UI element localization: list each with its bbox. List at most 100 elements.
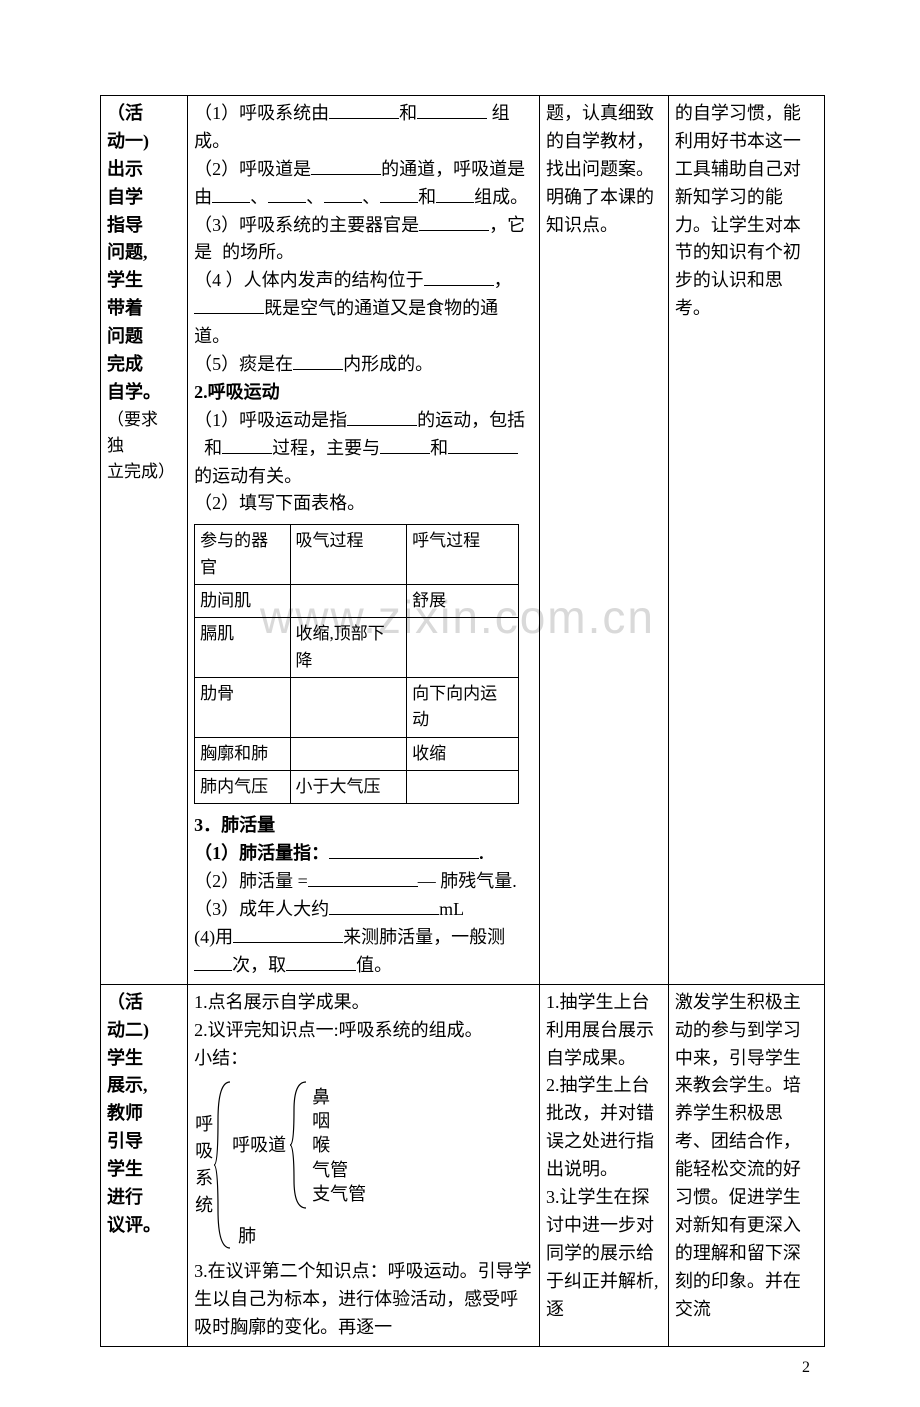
t: 引导 <box>107 1131 143 1151</box>
cell: 呼气过程 <box>407 525 519 585</box>
t: 3．肺活量 <box>194 812 533 840</box>
row1-col4: 的自学习惯，能利用好书本这一工具辅助自己对新知学习的能力。让学生对本节的知识有个… <box>668 96 824 985</box>
blank <box>380 435 430 454</box>
t: 进行 <box>107 1187 143 1207</box>
t: . <box>479 843 484 863</box>
t: ， <box>494 270 512 290</box>
row2-col2: 1.点名展示自学成果。 2.议评完知识点一:呼吸系统的组成。 小结： 呼吸系统 … <box>188 984 540 1346</box>
t: 呼吸系统 <box>195 1114 213 1215</box>
cell: 胸廓和肺 <box>195 737 290 770</box>
cell <box>407 618 519 678</box>
t: 带着 <box>107 298 143 318</box>
t: 议评。 <box>107 1215 161 1235</box>
t: 动一) <box>107 131 149 151</box>
t: （3）呼吸系统的主要器官是 <box>194 215 419 235</box>
t: （2）填写下面表格。 <box>194 490 533 518</box>
t: 组成。 <box>474 187 528 207</box>
t: 和 <box>418 187 436 207</box>
main-table: （活 动一) 出示 自学 指导 问题, 学生 带着 问题 完成 自学。 （要求 … <box>100 95 825 1347</box>
t: 指导 <box>107 215 143 235</box>
t: （1）呼吸运动是指 <box>194 410 347 430</box>
blank <box>194 436 204 454</box>
t: 的运动，包括 <box>417 410 525 430</box>
t: 学生 <box>107 270 143 290</box>
t: 和 <box>430 438 448 458</box>
t: 气管 <box>312 1158 366 1182</box>
blank <box>194 952 232 971</box>
t: （2）呼吸道是 <box>194 159 311 179</box>
row1-col3: 题，认真细致的自学教材，找出问题案。明确了本课的知识点。 <box>539 96 668 985</box>
inner-table: 参与的器官 吸气过程 呼气过程 肋间肌 舒展 膈肌 收缩,顶部下降 <box>194 524 519 804</box>
t: 、 <box>250 187 268 207</box>
blank <box>380 184 418 203</box>
t: （5）痰是在 <box>194 354 293 374</box>
t: 动二) <box>107 1020 149 1040</box>
t: 喉 <box>312 1133 366 1157</box>
t: 完成 <box>107 354 143 374</box>
cell: 收缩 <box>407 737 519 770</box>
tree-diagram: 呼吸系统 呼吸道 鼻 咽 <box>194 1072 533 1258</box>
t: （活 <box>107 992 143 1012</box>
cell: 小于大气压 <box>290 771 407 804</box>
t: — 肺残气量. <box>418 871 517 891</box>
t: 立完成） <box>107 462 175 481</box>
bracket-icon <box>214 1080 232 1250</box>
table-row: 肺内气压 小于大气压 <box>195 771 519 804</box>
cell <box>290 678 407 738</box>
t: 1.点名展示自学成果。 <box>194 989 533 1017</box>
cell: 收缩,顶部下降 <box>290 618 407 678</box>
cell <box>407 771 519 804</box>
t: 独 <box>107 436 124 455</box>
cell: 舒展 <box>407 585 519 618</box>
t: 值。 <box>356 955 392 975</box>
table-row: （活 动一) 出示 自学 指导 问题, 学生 带着 问题 完成 自学。 （要求 … <box>101 96 825 985</box>
t: 问题 <box>107 326 143 346</box>
blank <box>212 184 250 203</box>
t: 学生 <box>107 1159 143 1179</box>
t: 的场所。 <box>222 242 294 262</box>
t: 2.呼吸运动 <box>194 379 533 407</box>
blank <box>308 868 418 887</box>
row2-col1: （活 动二) 学生 展示, 教师 引导 学生 进行 议评。 <box>101 984 188 1346</box>
t: 展示, <box>107 1075 148 1095</box>
t: 鼻 <box>312 1085 366 1109</box>
t: 支气管 <box>312 1182 366 1206</box>
t: （活 <box>107 103 143 123</box>
blank <box>329 840 479 859</box>
t: （4 ）人体内发声的结构位于 <box>194 270 424 290</box>
table-row: （活 动二) 学生 展示, 教师 引导 学生 进行 议评。 1.点名展示自学成果… <box>101 984 825 1346</box>
table-row: 肋骨 向下向内运动 <box>195 678 519 738</box>
blank <box>419 212 489 231</box>
t: (4)用 <box>194 927 233 947</box>
t: 自学。 <box>107 382 161 402</box>
row2-col4: 激发学生积极主动的参与到学习中来，引导学生来教会学生。培养学生积极思考、团结合作… <box>668 984 824 1346</box>
t: （要求 <box>107 410 158 429</box>
blank <box>293 351 343 370</box>
t: 和 <box>399 103 417 123</box>
t: 呼吸道 <box>232 1132 286 1159</box>
cell: 吸气过程 <box>290 525 407 585</box>
blank <box>222 435 272 454</box>
cell: 向下向内运动 <box>407 678 519 738</box>
t: 来测肺活量，一般测 <box>343 927 505 947</box>
cell: 参与的器官 <box>195 525 290 585</box>
t: 咽 <box>312 1109 366 1133</box>
blank <box>324 184 362 203</box>
blank <box>329 896 439 915</box>
t: 小结： <box>194 1045 533 1073</box>
blank <box>436 184 474 203</box>
cell: 膈肌 <box>195 618 290 678</box>
cell: 肋间肌 <box>195 585 290 618</box>
t: 内形成的。 <box>343 354 433 374</box>
blank <box>417 100 487 119</box>
cell <box>290 585 407 618</box>
t: 2.议评完知识点一:呼吸系统的组成。 <box>194 1017 533 1045</box>
t: 教师 <box>107 1103 143 1123</box>
cell: 肋骨 <box>195 678 290 738</box>
t: 出示 <box>107 159 143 179</box>
blank <box>286 952 356 971</box>
t: （1）肺活量指： <box>194 843 329 863</box>
t: （3）成年人大约 <box>194 899 329 919</box>
t: 、 <box>362 187 380 207</box>
table-row: 胸廓和肺 收缩 <box>195 737 519 770</box>
